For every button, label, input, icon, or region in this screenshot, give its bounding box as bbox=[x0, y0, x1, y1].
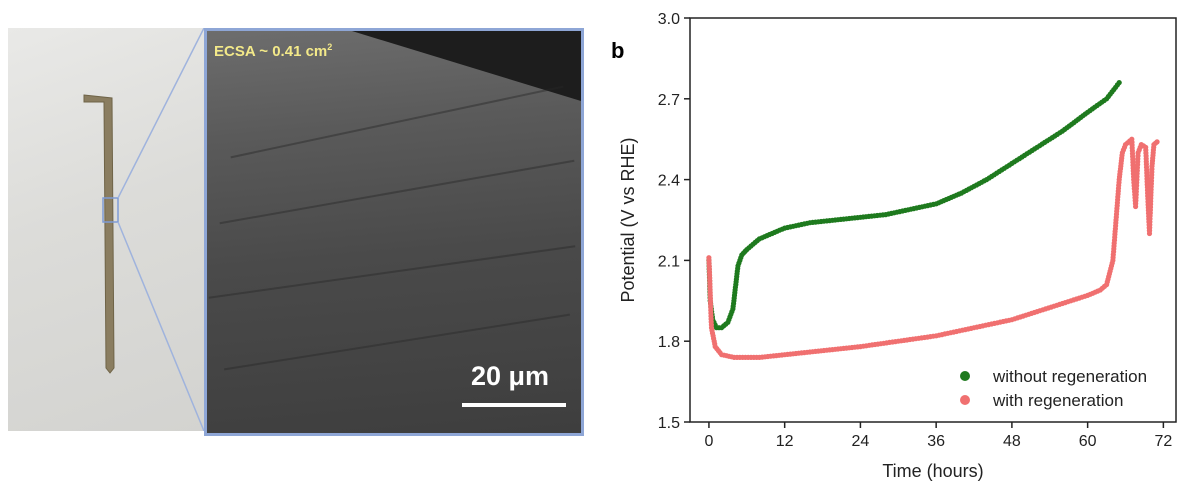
x-tick-label: 24 bbox=[852, 433, 870, 450]
x-axis-label: Time (hours) bbox=[882, 461, 983, 481]
y-axis-label: Potential (V vs RHE) bbox=[618, 137, 638, 302]
x-tick-label: 60 bbox=[1079, 433, 1097, 450]
data-point bbox=[1116, 80, 1122, 86]
y-tick-label: 1.5 bbox=[658, 415, 680, 432]
x-tick-label: 36 bbox=[927, 433, 945, 450]
zoom-line-top bbox=[117, 27, 205, 199]
legend-label-without-regeneration: without regeneration bbox=[992, 367, 1147, 386]
zoom-box bbox=[102, 197, 119, 223]
ecsa-annotation: ECSA ~ 0.41 cm2 bbox=[214, 42, 333, 60]
legend-marker-without-regeneration bbox=[960, 371, 970, 381]
zoom-line-bottom bbox=[117, 221, 205, 432]
x-tick-label: 72 bbox=[1154, 433, 1172, 450]
y-tick-label: 2.4 bbox=[658, 173, 680, 190]
y-tick-label: 2.7 bbox=[658, 92, 680, 109]
y-tick-label: 3.0 bbox=[658, 11, 680, 28]
axis-ticks: 0 12 24 36 48 60 72 1.5 1.8 2.1 2.4 2.7 3.0 bbox=[658, 11, 1173, 450]
x-tick-label: 12 bbox=[776, 433, 794, 450]
plot-frame bbox=[689, 17, 1177, 423]
scale-bar-label: 20 μm bbox=[471, 361, 550, 391]
y-tick-label: 1.8 bbox=[658, 334, 680, 351]
legend-label-with-regeneration: with regeneration bbox=[992, 391, 1123, 410]
panel-b-label: b bbox=[611, 38, 625, 63]
y-tick-label: 2.1 bbox=[658, 253, 680, 270]
electrode-photo bbox=[8, 27, 208, 432]
x-tick-label: 0 bbox=[704, 433, 713, 450]
data-point bbox=[1154, 139, 1160, 145]
scale-bar bbox=[462, 403, 566, 407]
wire-electrode-illustration bbox=[83, 27, 205, 432]
sem-image: ECSA ~ 0.41 cm2 20 μm bbox=[204, 28, 584, 436]
data-points bbox=[706, 80, 1160, 360]
x-tick-label: 48 bbox=[1003, 433, 1021, 450]
potential-time-chart: 0 12 24 36 48 60 72 1.5 1.8 2.1 2.4 2.7 3.0 Time (ho… bbox=[618, 11, 1177, 481]
legend-marker-with-regeneration bbox=[960, 395, 970, 405]
